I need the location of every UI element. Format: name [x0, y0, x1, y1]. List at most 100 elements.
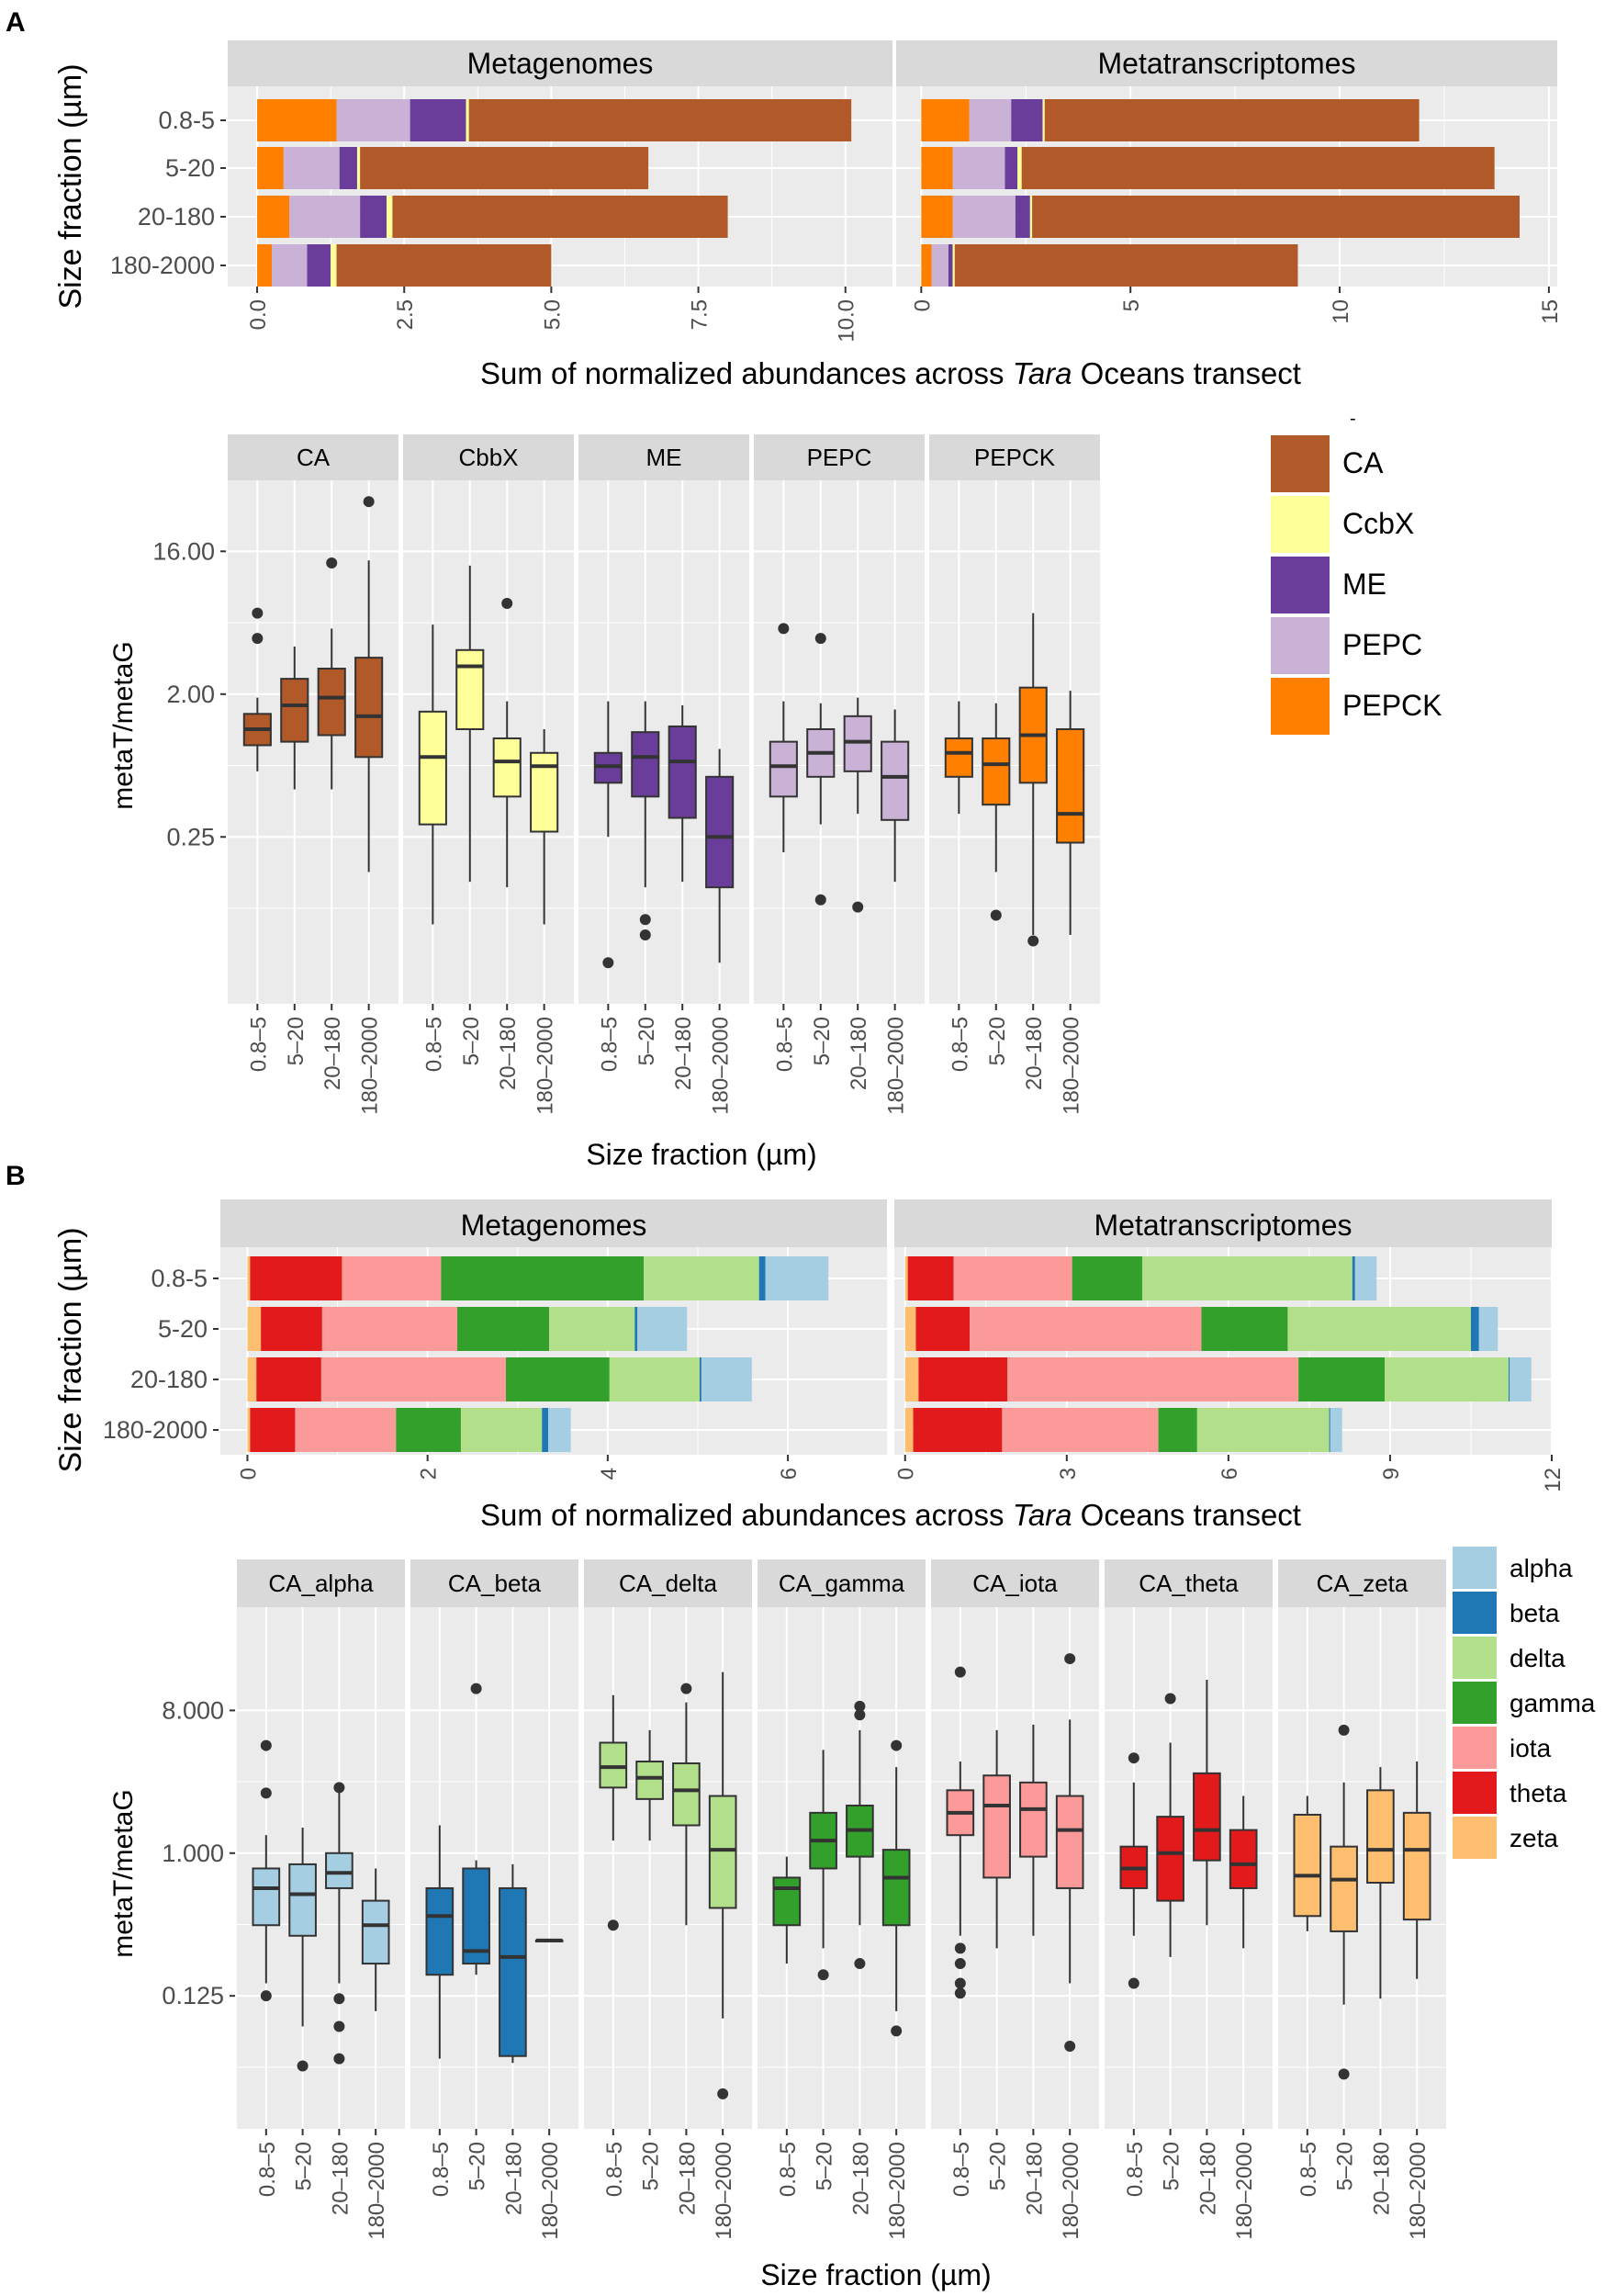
a-box-outlier — [814, 633, 826, 645]
b-box-box — [1055, 1795, 1084, 1889]
b-stack-bar-segment — [609, 1357, 700, 1401]
a-box-facet-label: CbbX — [458, 444, 518, 471]
a-box-xtick-label: 180–2000 — [884, 1017, 909, 1115]
a-stack-xtick-label: 5 — [1119, 299, 1144, 311]
b-stack-bar-segment — [634, 1307, 638, 1351]
a-legend-label: CA — [1342, 446, 1384, 479]
b-box-box — [599, 1741, 628, 1789]
b-stack-xtick-label: 3 — [1056, 1468, 1081, 1480]
b-stack-bar-segment — [904, 1307, 916, 1351]
a-legend-label: ME — [1342, 568, 1386, 601]
b-stack-xtick-label: 12 — [1541, 1468, 1566, 1492]
b-box-box — [288, 1863, 317, 1937]
b-legend-label: zeta — [1510, 1824, 1558, 1852]
b-stack-bar-segment — [1510, 1357, 1532, 1401]
b-box-facet-label: CA_iota — [972, 1570, 1058, 1597]
panel-b-boxplots: metaT/metaG Size fraction (µm) 0.125 1.00… — [108, 1559, 1446, 2291]
b-stack-xlabel: Sum of normalized abundances across Tara… — [480, 1498, 1301, 1532]
b-legend-label: alpha — [1510, 1554, 1573, 1582]
a-stack-bar-segment — [952, 196, 1016, 238]
b-box-xtick-label: 20–180 — [328, 2142, 353, 2215]
a-stack-bar-segment — [948, 244, 953, 287]
b-box-outlier — [854, 1700, 866, 1712]
b-box-box — [499, 1886, 527, 2057]
b-box-xtick-label: 180–2000 — [365, 2142, 389, 2240]
b-legend-swatch — [1453, 1637, 1497, 1679]
a-box-xtick-label: 0.8–5 — [597, 1017, 622, 1072]
a-stack-ytick-label: 5-20 — [165, 154, 215, 182]
a-stack-bar-segment — [1011, 99, 1043, 141]
b-box-outlier — [1064, 1653, 1076, 1665]
a-box-xtick-label: 180–2000 — [709, 1017, 734, 1115]
a-box-box — [354, 657, 384, 759]
b-box-box — [772, 1876, 802, 1927]
b-stack-bar-segment — [913, 1408, 1003, 1452]
a-box-strip — [403, 434, 574, 480]
b-box-outlier — [607, 1919, 619, 1931]
b-box-xtick-label: 5–20 — [1160, 2142, 1184, 2190]
a-box-outlier — [778, 623, 790, 635]
a-box-xtick-label: 20–180 — [847, 1017, 871, 1090]
a-stack-bar-segment — [921, 196, 953, 238]
b-box-outlier — [1128, 1752, 1139, 1764]
a-stack-bar-segment — [257, 244, 273, 287]
a-stack-bar-segment — [466, 99, 469, 141]
b-stack-bar-segment — [320, 1357, 507, 1401]
a-box-xtick-label: 5–20 — [634, 1017, 659, 1065]
a-stack-bar-segment — [360, 196, 387, 238]
a-stack-xtick-label: 0 — [910, 299, 935, 311]
panel-a-boxplots: metaT/metaG Size fraction (µm) 0.25 2.00 1… — [108, 434, 1100, 1171]
b-box-xtick-label: 5–20 — [466, 2142, 490, 2190]
b-box-strip — [931, 1559, 1099, 1607]
b-box-xtick-label: 20–180 — [1195, 2142, 1220, 2215]
b-box-outlier — [470, 1683, 482, 1694]
b-box-facet-label: CA_alpha — [268, 1570, 374, 1597]
b-box-box — [325, 1851, 354, 1889]
panel-b-stacked-bars: Metagenomes Metatranscriptomes Size frac… — [53, 1199, 1566, 1532]
b-box-xtick-label: 180–2000 — [1232, 2142, 1257, 2240]
a-legend-swatch — [1271, 435, 1330, 492]
a-box-box — [668, 725, 697, 819]
a-stack-strip-right — [896, 40, 1557, 86]
a-stack-bar-segment — [360, 147, 649, 189]
b-box-outlier — [260, 1739, 272, 1751]
b-stack-bar-segment — [542, 1408, 549, 1452]
a-box-facet-label: CA — [297, 444, 331, 471]
a-stack-strip-left — [228, 40, 892, 86]
a-box-box — [280, 678, 309, 743]
b-box-xtick-label: 20–180 — [675, 2142, 700, 2215]
a-legend-swatch — [1271, 678, 1330, 735]
a-stack-bar-segment — [921, 147, 953, 189]
b-box-outlier — [954, 1942, 966, 1954]
b-box-box — [252, 1867, 281, 1927]
a-box-outlier — [252, 633, 264, 645]
b-box-outlier — [954, 1977, 966, 1989]
b-legend-swatch — [1453, 1547, 1497, 1589]
a-box-xtick-label: 5–20 — [459, 1017, 484, 1065]
a-box-ylabel: metaT/metaG — [108, 641, 139, 809]
b-box-outlier — [954, 1958, 966, 1970]
a-stack-bar-segment — [468, 99, 852, 141]
b-stack-bar-segment — [1002, 1408, 1159, 1452]
b-box-box — [881, 1849, 911, 1927]
b-stack-ytick-label: 5-20 — [158, 1315, 208, 1343]
a-legend-swatch — [1271, 557, 1330, 613]
b-stack-bar-segment — [907, 1256, 954, 1300]
b-box-xtick-label: 180–2000 — [885, 2142, 910, 2240]
b-box-box — [1366, 1789, 1395, 1884]
a-stack-bar-segment — [272, 244, 308, 287]
b-box-ytick-label: 8.000 — [162, 1696, 224, 1724]
a-stack-bar-segment — [386, 196, 393, 238]
a-box-box — [492, 737, 522, 798]
b-stack-bar-segment — [321, 1307, 458, 1351]
b-legend-label: gamma — [1510, 1689, 1596, 1717]
b-stack-bar-segment — [256, 1357, 321, 1401]
b-stack-xtick-label: 6 — [777, 1468, 802, 1480]
a-stack-facet-right: Metatranscriptomes — [1098, 47, 1356, 80]
a-stack-xtick-label: 2.5 — [393, 299, 418, 330]
b-box-box — [1193, 1772, 1221, 1862]
b-box-xtick-label: 0.8–5 — [776, 2142, 801, 2197]
b-box-outlier — [717, 2088, 729, 2099]
a-box-xtick-label: 20–180 — [671, 1017, 696, 1090]
a-stack-bar-segment — [969, 99, 1012, 141]
